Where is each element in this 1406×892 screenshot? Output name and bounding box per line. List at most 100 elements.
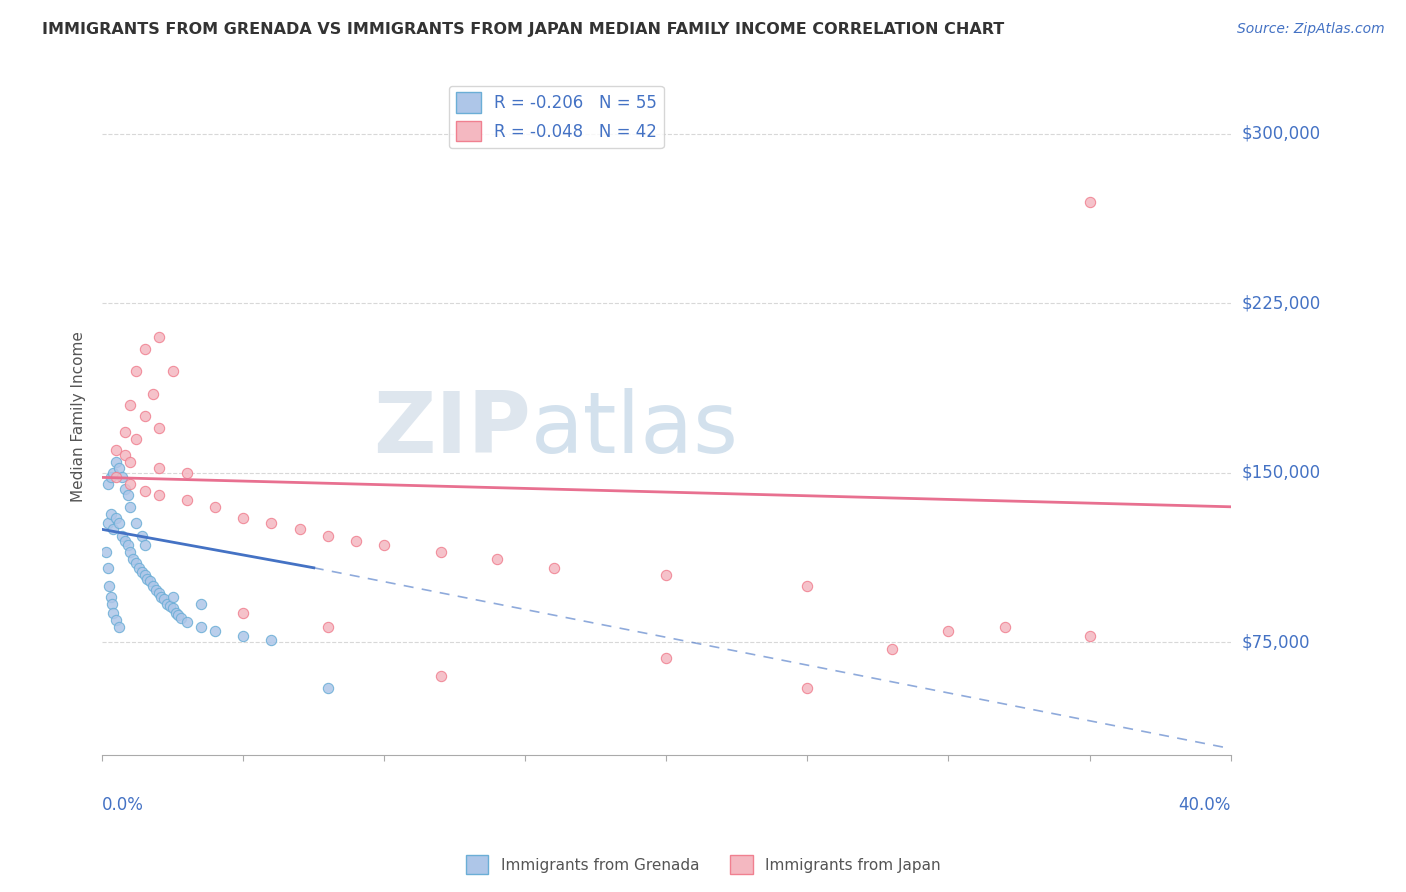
Point (232, 511, 254, 525)
Point (190, 597, 212, 611)
Point (103, 606, 125, 620)
Point (114, 425, 136, 440)
Point (232, 629, 254, 643)
Point (125, 364, 148, 378)
Point (486, 551, 509, 566)
Point (429, 669, 451, 683)
Point (120, 545, 142, 559)
Point (105, 443, 128, 458)
Point (136, 572, 159, 586)
Point (655, 651, 678, 665)
Point (994, 619, 1017, 633)
Point (170, 610, 193, 624)
Point (108, 619, 131, 633)
Legend: R = -0.206   N = 55, R = -0.048   N = 42: R = -0.206 N = 55, R = -0.048 N = 42 (449, 86, 664, 148)
Point (111, 529, 134, 543)
Point (190, 619, 212, 633)
Point (150, 590, 173, 604)
Point (105, 511, 128, 525)
Text: 0.0%: 0.0% (103, 796, 143, 814)
Point (165, 606, 187, 620)
Point (260, 633, 283, 648)
Point (101, 597, 124, 611)
Point (153, 592, 176, 607)
Point (148, 330, 170, 344)
Point (796, 579, 818, 593)
Point (100, 507, 122, 521)
Point (167, 608, 190, 623)
Point (156, 597, 179, 611)
Point (100, 470, 122, 484)
Text: ZIP: ZIP (373, 388, 531, 472)
Point (114, 482, 136, 496)
Point (134, 483, 156, 498)
Point (316, 681, 339, 695)
Point (120, 398, 142, 412)
Point (139, 574, 162, 589)
Point (162, 364, 184, 378)
Point (260, 516, 283, 530)
Point (103, 466, 125, 480)
Point (111, 470, 134, 484)
Text: 40.0%: 40.0% (1178, 796, 1230, 814)
Point (1078, 194, 1101, 209)
Point (120, 500, 142, 514)
Point (880, 642, 903, 657)
Point (131, 566, 153, 580)
Point (145, 583, 167, 598)
Text: $225,000: $225,000 (1241, 294, 1322, 312)
Text: IMMIGRANTS FROM GRENADA VS IMMIGRANTS FROM JAPAN MEDIAN FAMILY INCOME CORRELATIO: IMMIGRANTS FROM GRENADA VS IMMIGRANTS FR… (42, 22, 1004, 37)
Text: Source: ZipAtlas.com: Source: ZipAtlas.com (1237, 22, 1385, 37)
Text: $150,000: $150,000 (1241, 464, 1322, 482)
Point (125, 432, 148, 446)
Point (117, 488, 139, 502)
Text: $300,000: $300,000 (1241, 125, 1322, 143)
Y-axis label: Median Family Income: Median Family Income (72, 331, 86, 502)
Point (108, 516, 131, 530)
Point (125, 556, 148, 570)
Point (148, 488, 170, 502)
Point (938, 624, 960, 638)
Point (142, 579, 165, 593)
Point (114, 533, 136, 548)
Point (142, 386, 165, 401)
Point (120, 477, 142, 491)
Point (105, 613, 128, 627)
Point (97, 561, 120, 575)
Point (796, 681, 818, 695)
Point (120, 454, 142, 468)
Point (316, 529, 339, 543)
Point (655, 567, 678, 582)
Point (96, 545, 118, 559)
Legend: Immigrants from Grenada, Immigrants from Japan: Immigrants from Grenada, Immigrants from… (460, 849, 946, 880)
Point (117, 538, 139, 552)
Text: $75,000: $75,000 (1241, 633, 1310, 651)
Point (108, 461, 131, 475)
Point (134, 342, 156, 356)
Point (162, 590, 184, 604)
Point (105, 454, 128, 468)
Point (131, 529, 153, 543)
Point (100, 590, 122, 604)
Point (134, 538, 156, 552)
Point (429, 545, 451, 559)
Point (148, 585, 170, 599)
Point (543, 561, 565, 575)
Point (288, 522, 311, 536)
Point (1078, 629, 1101, 643)
Point (176, 493, 198, 508)
Point (105, 470, 128, 484)
Point (134, 567, 156, 582)
Point (148, 420, 170, 434)
Point (344, 533, 367, 548)
Point (162, 601, 184, 615)
Point (204, 500, 226, 514)
Point (103, 522, 125, 536)
Point (128, 561, 150, 575)
Point (114, 448, 136, 462)
Point (316, 619, 339, 633)
Point (122, 551, 145, 566)
Point (373, 538, 395, 552)
Point (176, 466, 198, 480)
Point (98, 579, 121, 593)
